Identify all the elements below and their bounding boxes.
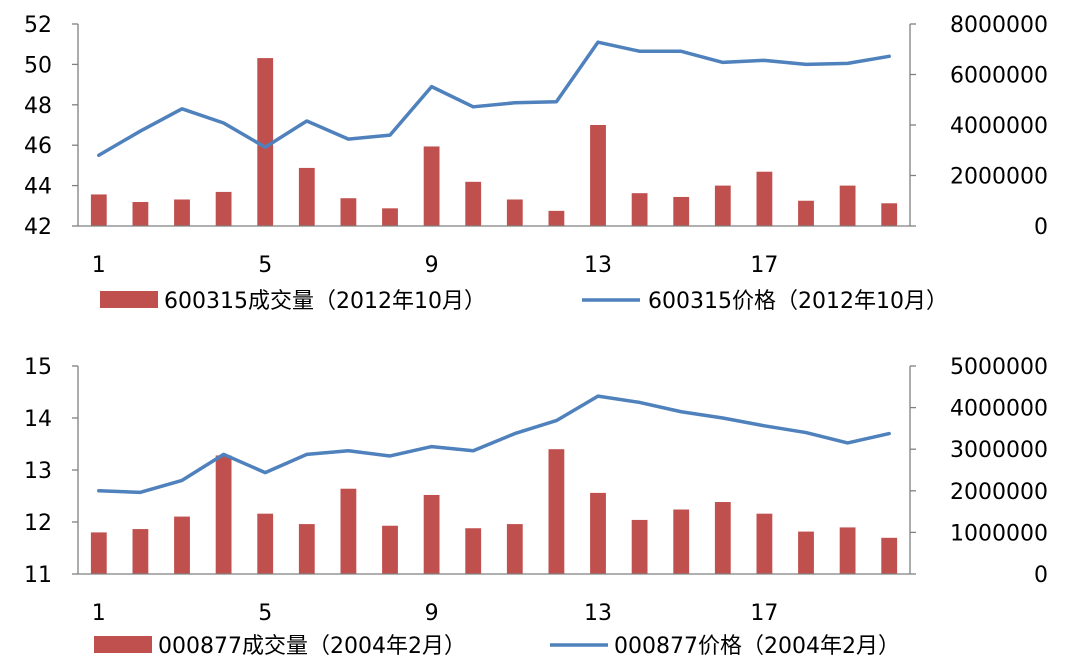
- volume-bar: [798, 531, 814, 574]
- right-tick-label: 1000000: [950, 521, 1048, 546]
- volume-bar: [756, 513, 773, 574]
- x-tick-label: 13: [584, 253, 612, 278]
- volume-bar: [881, 203, 898, 226]
- right-tick-label: 2000000: [950, 165, 1048, 190]
- volume-bar: [631, 193, 648, 226]
- volume-bar: [298, 167, 315, 226]
- volume-bar: [590, 492, 606, 574]
- legend: 000877成交量（2004年2月） 000877价格（2004年2月）: [94, 634, 900, 659]
- legend-bar-swatch: [100, 291, 158, 308]
- right-tick-label: 6000000: [950, 64, 1048, 89]
- x-tick-label: 17: [750, 601, 778, 626]
- volume-bar: [90, 532, 107, 574]
- volume-bar: [382, 525, 398, 574]
- volume-bar: [465, 181, 482, 226]
- legend-bar-swatch: [94, 636, 152, 653]
- x-tick-label: 5: [258, 601, 272, 626]
- volume-bar: [298, 524, 315, 574]
- volume-bar: [132, 202, 149, 226]
- volume-bar: [423, 494, 440, 574]
- left-tick-label: 42: [24, 215, 52, 240]
- volume-bar: [756, 171, 773, 226]
- volume-bar: [673, 509, 690, 574]
- x-tick-label: 9: [425, 601, 439, 626]
- x-tick-label: 5: [258, 253, 272, 278]
- volume-bar: [257, 58, 274, 227]
- volume-bar: [215, 455, 232, 574]
- right-tick-label: 4000000: [950, 397, 1048, 422]
- legend: 600315成交量（2012年10月） 600315价格（2012年10月）: [100, 289, 948, 314]
- right-tick-label: 0: [1034, 563, 1048, 588]
- left-tick-label: 52: [24, 13, 52, 38]
- volume-bar: [506, 199, 523, 226]
- right-tick-label: 8000000: [950, 13, 1048, 38]
- x-tick-label: 9: [425, 253, 439, 278]
- left-tick-label: 14: [24, 407, 52, 432]
- left-tick-label: 12: [24, 511, 52, 536]
- volume-bar: [90, 194, 107, 226]
- price-line: [97, 40, 891, 158]
- volume-bar: [839, 185, 856, 226]
- left-tick-label: 48: [24, 94, 52, 119]
- volume-bar: [881, 537, 898, 574]
- volume-bar: [257, 513, 274, 574]
- x-tick-label: 1: [92, 601, 106, 626]
- volume-bar: [174, 199, 190, 226]
- volume-bar: [590, 125, 606, 226]
- x-tick-label: 13: [584, 601, 612, 626]
- right-tick-label: 5000000: [950, 355, 1048, 380]
- volume-bar: [506, 524, 523, 574]
- legend-bar-label: 000877成交量（2004年2月）: [158, 634, 466, 659]
- left-tick-label: 13: [24, 459, 52, 484]
- volume-bar: [174, 516, 190, 574]
- left-tick-label: 11: [24, 563, 52, 588]
- left-tick-label: 46: [24, 134, 52, 159]
- chart-2: 1112131415010000002000000300000040000005…: [24, 355, 1048, 659]
- volume-bar: [714, 185, 731, 226]
- volume-bar: [340, 198, 357, 226]
- volume-bar: [548, 449, 565, 574]
- volume-bar: [215, 191, 232, 226]
- volume-bar: [382, 208, 398, 226]
- volume-bar: [340, 488, 357, 574]
- legend-line-label: 000877价格（2004年2月）: [614, 634, 900, 659]
- legend-line-label: 600315价格（2012年10月）: [648, 289, 948, 314]
- right-tick-label: 3000000: [950, 438, 1048, 463]
- volume-bar: [631, 519, 648, 574]
- price-line: [97, 394, 891, 495]
- volume-bar: [132, 529, 149, 574]
- left-tick-label: 50: [24, 53, 52, 78]
- right-tick-label: 2000000: [950, 480, 1048, 505]
- x-tick-label: 1: [92, 253, 106, 278]
- volume-bar: [465, 528, 482, 574]
- legend-bar-label: 600315成交量（2012年10月）: [164, 289, 486, 314]
- volume-bar: [839, 527, 856, 574]
- left-tick-label: 44: [24, 175, 52, 200]
- volume-bar: [798, 200, 814, 226]
- x-tick-label: 17: [750, 253, 778, 278]
- right-tick-label: 4000000: [950, 114, 1048, 139]
- volume-bar: [714, 502, 731, 574]
- volume-bar: [423, 146, 440, 226]
- volume-bar: [548, 210, 565, 226]
- chart-1: 42 44 46 48 50 52 0 2000000 4000000 6000000 800000…: [24, 13, 1048, 314]
- right-tick-label: 0: [1034, 215, 1048, 240]
- volume-bar: [673, 196, 690, 226]
- left-tick-label: 15: [24, 355, 52, 380]
